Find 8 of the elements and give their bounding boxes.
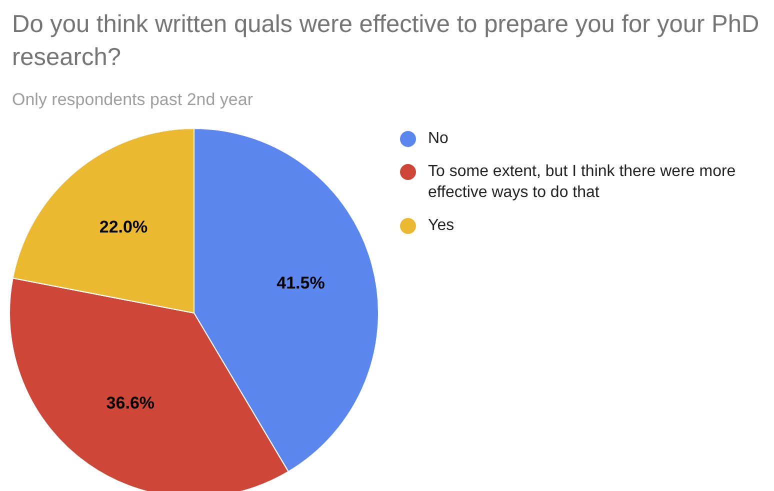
chart-title: Do you think written quals were effective to prepare you for your PhD research?: [12, 10, 760, 73]
legend-label: To some extent, but I think there were more effective ways to do that: [428, 162, 737, 203]
data-label: 41.5%: [276, 273, 325, 292]
data-label: 22.0%: [99, 217, 148, 236]
data-label: 36.6%: [106, 393, 155, 412]
chart-subtitle: Only respondents past 2nd year: [12, 90, 253, 110]
legend-label: No: [428, 129, 448, 149]
legend-label: Yes: [428, 216, 454, 236]
